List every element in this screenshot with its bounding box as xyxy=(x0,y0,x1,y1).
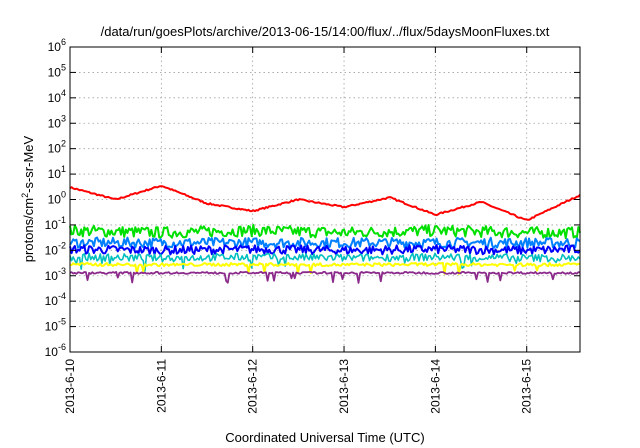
y-axis-label-prefix: protons/cm xyxy=(21,198,36,262)
y-tick-label: 10-3 xyxy=(45,266,66,283)
y-tick-label-base: 10 xyxy=(45,243,59,257)
y-tick-label-base: 10 xyxy=(48,142,62,156)
series-line xyxy=(69,223,581,240)
series-line xyxy=(69,270,581,284)
grid xyxy=(70,47,580,352)
y-tick-label-exponent: 0 xyxy=(61,190,66,200)
y-tick-label-exponent: 3 xyxy=(61,113,66,123)
y-tick-label: 10-5 xyxy=(45,317,66,334)
x-tick-label: 2013-6-10 xyxy=(63,359,77,414)
y-tick-label-base: 10 xyxy=(45,345,59,359)
y-tick-label: 106 xyxy=(48,37,66,54)
series-layer xyxy=(69,185,581,284)
y-tick-label-base: 10 xyxy=(48,167,62,181)
chart-title: /data/run/goesPlots/archive/2013-06-15/1… xyxy=(101,24,550,39)
series-line xyxy=(69,244,581,256)
y-tick-label-exponent: -4 xyxy=(58,291,66,301)
y-tick-label-exponent: 2 xyxy=(61,139,66,149)
series-line xyxy=(69,261,581,275)
y-tick-label-exponent: -6 xyxy=(58,342,66,352)
series-line xyxy=(69,185,581,221)
series-line xyxy=(69,236,581,249)
x-tick-label: 2013-6-15 xyxy=(520,359,534,414)
series-line xyxy=(69,252,581,272)
y-tick-label: 102 xyxy=(48,139,66,156)
y-axis-ticks: 10-610-510-410-310-210-11001011021031041… xyxy=(45,37,580,359)
x-tick-label: 2013-6-12 xyxy=(246,359,260,414)
y-axis-label-superscript: 2 xyxy=(20,193,30,198)
x-axis-ticks: 2013-6-10 2013-6-11 2013-6-12 2013-6-13 2013… xyxy=(63,47,534,414)
y-tick-label-base: 10 xyxy=(45,218,59,232)
y-tick-label-base: 10 xyxy=(45,320,59,334)
y-tick-label-base: 10 xyxy=(48,193,62,207)
y-axis-label-suffix: -s-sr-MeV xyxy=(21,135,36,192)
y-axis-label: protons/cm2-s-sr-MeV xyxy=(20,135,36,262)
y-tick-label-base: 10 xyxy=(48,65,62,79)
y-tick-label-exponent: 1 xyxy=(61,164,66,174)
y-tick-label-exponent: -2 xyxy=(58,240,66,250)
y-tick-label: 104 xyxy=(48,88,66,105)
y-tick-label-exponent: -1 xyxy=(58,215,66,225)
y-tick-label: 105 xyxy=(48,62,66,79)
y-tick-label-base: 10 xyxy=(48,91,62,105)
y-tick-label: 100 xyxy=(48,190,66,207)
y-tick-label: 10-1 xyxy=(45,215,66,232)
y-tick-label-exponent: -3 xyxy=(58,266,66,276)
x-tick-label: 2013-6-11 xyxy=(154,359,168,413)
x-tick-label: 2013-6-13 xyxy=(337,359,351,414)
y-tick-label-exponent: -5 xyxy=(58,317,66,327)
x-axis-label: Coordinated Universal Time (UTC) xyxy=(225,430,424,445)
y-tick-label: 10-2 xyxy=(45,240,66,257)
y-tick-label: 10-6 xyxy=(45,342,66,359)
y-tick-label-base: 10 xyxy=(45,269,59,283)
y-tick-label-base: 10 xyxy=(48,116,62,130)
y-tick-label-exponent: 6 xyxy=(61,37,66,47)
x-tick-label: 2013-6-14 xyxy=(428,359,442,414)
y-tick-label: 10-4 xyxy=(45,291,66,308)
y-tick-label-base: 10 xyxy=(45,294,59,308)
y-tick-label: 103 xyxy=(48,113,66,130)
y-tick-label-exponent: 5 xyxy=(61,62,66,72)
y-tick-label: 101 xyxy=(48,164,66,181)
y-tick-label-exponent: 4 xyxy=(61,88,66,98)
y-tick-label-base: 10 xyxy=(48,40,62,54)
